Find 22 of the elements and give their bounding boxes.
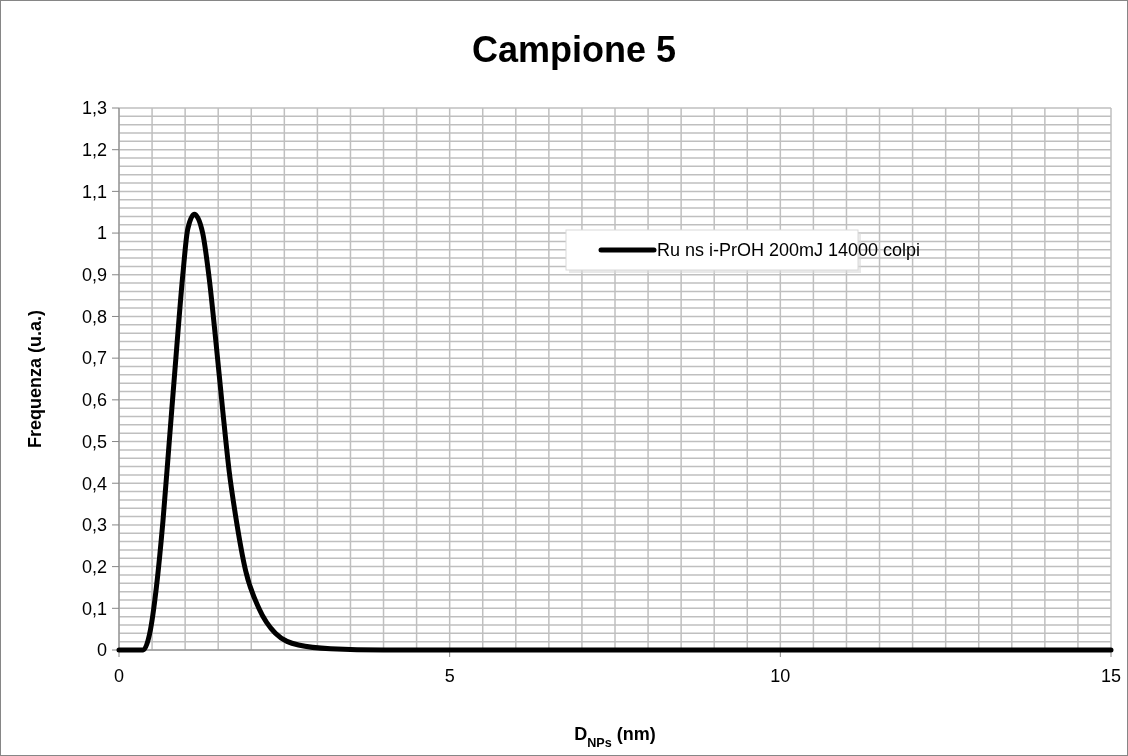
y-tick-label: 0,7 [81,348,107,369]
y-tick-label: 0,3 [81,515,107,536]
y-tick-label: 0,1 [81,598,107,619]
x-axis-title: D$_{NPs}$ (nm) [574,724,656,750]
x-tick-label: 15 [1100,666,1122,686]
y-tick-label: 1,3 [81,98,107,119]
legend-label: Ru ns i-PrOH 200mJ 14000 colpi [657,240,921,261]
y-tick-label: 0,2 [81,556,107,577]
y-tick-label: 0 [96,640,107,661]
y-tick-label: 0,6 [81,390,107,411]
chart-title: Campione 5 [471,29,677,70]
y-tick-label: 1,1 [81,181,107,202]
x-tick-label: 10 [770,666,791,686]
y-tick-label: 0,9 [81,265,107,286]
y-tick-label: 0,5 [81,431,107,452]
y-tick-label: 1,2 [81,139,107,160]
y-tick-label: 0,8 [81,306,107,327]
y-tick-label: 1 [96,223,107,244]
x-tick-label: 0 [113,666,125,686]
y-tick-label: 0,4 [81,473,107,494]
x-tick-label: 5 [444,666,455,686]
y-axis-title: Frequenza (u.a.) [25,309,45,449]
